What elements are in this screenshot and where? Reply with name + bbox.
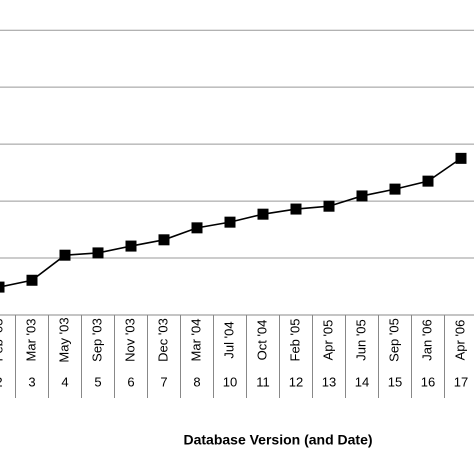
- x-tick-label: 3: [28, 374, 35, 389]
- data-marker: [323, 200, 335, 212]
- x-tick-label: Feb '03: [0, 319, 5, 362]
- x-tick-label: Nov '03: [122, 318, 137, 362]
- data-marker: [422, 175, 434, 187]
- x-tick-label: 13: [322, 374, 336, 389]
- x-tick-label: 17: [454, 374, 468, 389]
- x-tick-label: Dec '03: [155, 318, 170, 362]
- data-marker: [191, 222, 203, 234]
- data-marker: [356, 190, 368, 202]
- x-tick-label: May '03: [56, 317, 71, 362]
- x-tick-label: 11: [256, 374, 270, 389]
- x-tick-label: Sep '05: [386, 318, 401, 362]
- x-tick-label: 16: [421, 374, 435, 389]
- x-tick-label: Jun '05: [353, 319, 368, 361]
- x-tick-label: 7: [160, 374, 167, 389]
- data-marker: [158, 234, 170, 246]
- x-tick-label: 4: [61, 374, 68, 389]
- x-tick-label: 10: [223, 374, 237, 389]
- x-tick-label: 8: [193, 374, 200, 389]
- data-marker: [290, 203, 302, 215]
- x-tick-label: 6: [127, 374, 134, 389]
- x-tick-label: Jul '04: [221, 321, 236, 358]
- x-tick-label: 2: [0, 374, 3, 389]
- x-tick-label: Sep '03: [89, 318, 104, 362]
- data-marker: [257, 208, 269, 220]
- x-tick-label: 14: [355, 374, 369, 389]
- data-marker: [0, 281, 5, 293]
- x-tick-label: Mar '04: [188, 319, 203, 362]
- x-tick-label: 12: [289, 374, 303, 389]
- data-marker: [455, 152, 467, 164]
- x-tick-label: 5: [94, 374, 101, 389]
- data-marker: [92, 247, 104, 259]
- x-tick-label: Jan '06: [419, 319, 434, 361]
- x-tick-label: 15: [388, 374, 402, 389]
- x-tick-label: Feb '05: [287, 319, 302, 362]
- x-tick-label: Apr '06: [452, 320, 467, 361]
- data-marker: [59, 249, 71, 261]
- data-marker: [26, 274, 38, 286]
- data-marker: [389, 183, 401, 195]
- data-marker: [224, 216, 236, 228]
- x-tick-label: Mar '03: [23, 319, 38, 362]
- data-marker: [125, 240, 137, 252]
- x-tick-label: Apr '05: [320, 320, 335, 361]
- x-axis-title: Database Version (and Date): [183, 432, 372, 448]
- x-tick-label: Oct '04: [254, 320, 269, 361]
